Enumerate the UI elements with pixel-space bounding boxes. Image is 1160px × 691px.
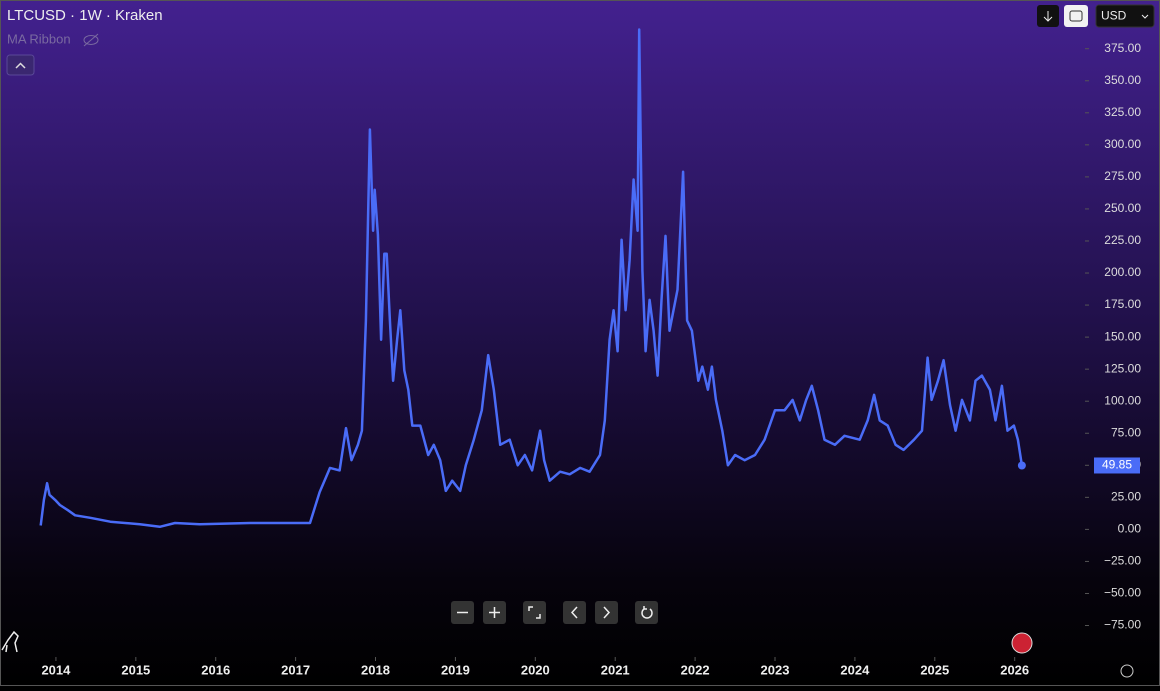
fit-button[interactable] [523,601,546,624]
x-tick-label: 2025 [920,662,949,677]
last-point [1017,461,1026,470]
chart-title: LTCUSD · 1W · Kraken [7,7,163,24]
y-tick-label: 200.00 [1104,265,1141,279]
y-tick-label: −75.00 [1104,618,1141,632]
settings-button[interactable] [1120,664,1134,678]
x-tick-label: 2024 [840,662,870,677]
indicator-label[interactable]: MA Ribbon [7,31,71,46]
hide-icon[interactable] [83,33,99,47]
y-tick-label: 375.00 [1104,41,1141,55]
y-tick-label: 250.00 [1104,201,1141,215]
scroll-left-button[interactable] [563,601,586,624]
compare-button[interactable] [1064,5,1088,27]
y-tick-label: −25.00 [1104,554,1141,568]
download-icon [1043,11,1053,22]
y-tick-label: 275.00 [1104,169,1141,183]
collapse-icon [15,62,26,69]
y-tick-label: 150.00 [1104,329,1141,343]
reset-button[interactable] [635,601,658,624]
y-tick-label: −50.00 [1104,586,1141,600]
logo [1,630,19,653]
x-tick-label: 2023 [761,662,790,677]
select-caret [1141,14,1149,19]
y-tick-label: 125.00 [1104,361,1141,375]
x-tick-label: 2026 [1000,662,1029,677]
x-tick-label: 2015 [121,662,150,677]
nav-toolbar [451,601,658,624]
compare-icon [1069,10,1083,22]
y-tick-label: 100.00 [1104,393,1141,407]
y-tick-label: 175.00 [1104,297,1141,311]
x-tick-label: 2021 [601,662,630,677]
currency-select[interactable] [1095,4,1155,28]
x-tick-label: 2014 [41,662,71,677]
x-tick-label: 2016 [201,662,230,677]
y-tick-label: 0.00 [1118,522,1142,536]
collapse-button[interactable] [6,54,35,76]
price-line [39,28,1024,529]
x-tick-label: 2018 [361,662,390,677]
nav-icons [457,606,653,619]
y-tick-label: 325.00 [1104,105,1141,119]
x-tick-label: 2017 [281,662,310,677]
last-value-badge [1094,457,1140,474]
currency-label: USD [1101,9,1127,23]
y-tick-label: 25.00 [1111,490,1141,504]
x-tick-label: 2022 [681,662,710,677]
y-tick-label: 350.00 [1104,73,1141,87]
last-value-label: 49.85 [1102,458,1132,472]
x-tick-label: 2019 [441,662,470,677]
region-flag[interactable] [1011,632,1033,654]
y-tick-label: 75.00 [1111,425,1141,439]
x-tick-label: 2020 [521,662,550,677]
y-tick-label: 225.00 [1104,233,1141,247]
y-tick-label: 300.00 [1104,137,1141,151]
scroll-right-button[interactable] [595,601,618,624]
